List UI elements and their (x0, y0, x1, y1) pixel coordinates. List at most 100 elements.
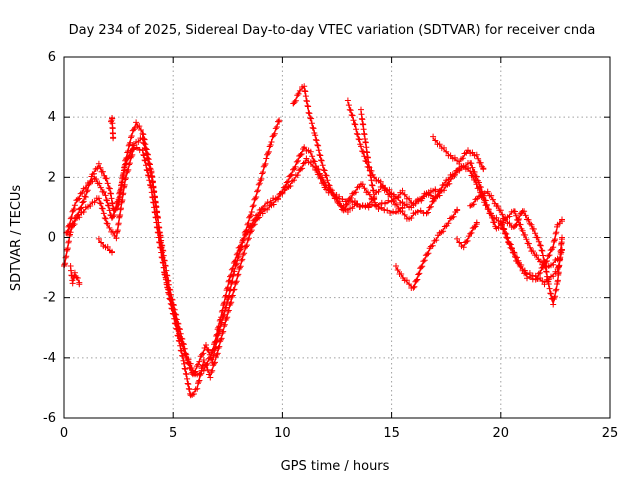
data-point (425, 250, 432, 257)
data-point (237, 244, 243, 250)
data-point (224, 285, 231, 292)
data-point (240, 251, 247, 258)
data-point (519, 227, 526, 234)
data-point (120, 190, 127, 197)
data-point (214, 350, 221, 357)
data-point (346, 106, 353, 113)
data-point (271, 130, 278, 137)
data-point (484, 188, 491, 195)
x-tick-label: 5 (169, 426, 177, 441)
data-point (213, 331, 220, 338)
data-point (200, 350, 207, 357)
data-point (539, 247, 546, 254)
data-point (102, 215, 109, 222)
data-point (219, 330, 226, 336)
data-point (415, 271, 422, 278)
data-point (183, 351, 190, 358)
data-point (224, 314, 231, 321)
y-tick-label: 2 (48, 170, 56, 185)
data-point (139, 147, 146, 154)
data-point (76, 214, 83, 221)
data-point (302, 88, 309, 95)
data-point (414, 209, 421, 215)
data-point (174, 332, 181, 339)
data-point (445, 220, 452, 227)
data-point (243, 243, 249, 250)
data-point (95, 235, 102, 242)
data-point (345, 102, 352, 109)
data-point (245, 235, 252, 242)
data-point (141, 157, 148, 164)
data-point (481, 199, 488, 206)
data-point (308, 115, 315, 122)
data-point (170, 311, 177, 318)
data-point (70, 207, 77, 214)
data-point (232, 281, 239, 287)
data-point (544, 258, 550, 264)
data-point (538, 247, 545, 254)
data-point (429, 198, 436, 205)
data-point (546, 285, 553, 292)
data-point (540, 252, 546, 259)
data-point (232, 279, 239, 286)
data-point (321, 167, 328, 174)
data-point (181, 345, 188, 352)
data-point (349, 205, 356, 212)
data-point (312, 136, 319, 143)
data-point (507, 241, 514, 248)
data-point (79, 199, 86, 206)
data-point (301, 83, 308, 90)
data-point (544, 273, 551, 280)
data-point (379, 183, 386, 190)
data-point (526, 273, 533, 280)
data-point (104, 180, 111, 187)
data-point (205, 355, 212, 362)
data-point (80, 198, 87, 205)
data-point (308, 120, 315, 127)
data-point (295, 90, 302, 97)
data-point (319, 162, 326, 169)
data-point (559, 234, 565, 241)
data-point (554, 277, 561, 284)
data-point (468, 229, 475, 236)
data-point (353, 126, 360, 133)
data-point (229, 265, 236, 272)
data-point (169, 305, 176, 312)
data-point (186, 386, 193, 393)
data-point (294, 172, 301, 179)
data-point (479, 194, 486, 201)
data-point (145, 172, 152, 179)
data-point (176, 338, 183, 345)
data-point (537, 275, 544, 281)
data-point (352, 189, 359, 196)
data-point (130, 145, 137, 152)
data-point (239, 238, 246, 244)
data-point (513, 212, 520, 219)
data-point (248, 212, 254, 218)
data-point (283, 179, 290, 186)
data-point (195, 380, 201, 387)
data-point (489, 196, 496, 203)
data-point (77, 205, 84, 212)
data-point (185, 381, 192, 388)
data-point (98, 205, 105, 212)
data-point (227, 300, 234, 307)
data-point (73, 274, 80, 281)
data-point (215, 345, 222, 351)
data-point (287, 172, 294, 179)
data-point (316, 151, 323, 158)
data-point (521, 208, 528, 215)
data-point (74, 275, 81, 281)
data-point (408, 215, 415, 221)
data-point (81, 193, 88, 200)
data-point (64, 229, 71, 236)
data-point (114, 227, 121, 234)
data-point (236, 264, 243, 271)
data-point (216, 343, 223, 350)
data-point (310, 125, 317, 132)
data-point (340, 202, 347, 209)
data-point (220, 328, 227, 335)
data-point (472, 177, 479, 183)
data-point (181, 360, 188, 367)
data-point (401, 211, 408, 218)
